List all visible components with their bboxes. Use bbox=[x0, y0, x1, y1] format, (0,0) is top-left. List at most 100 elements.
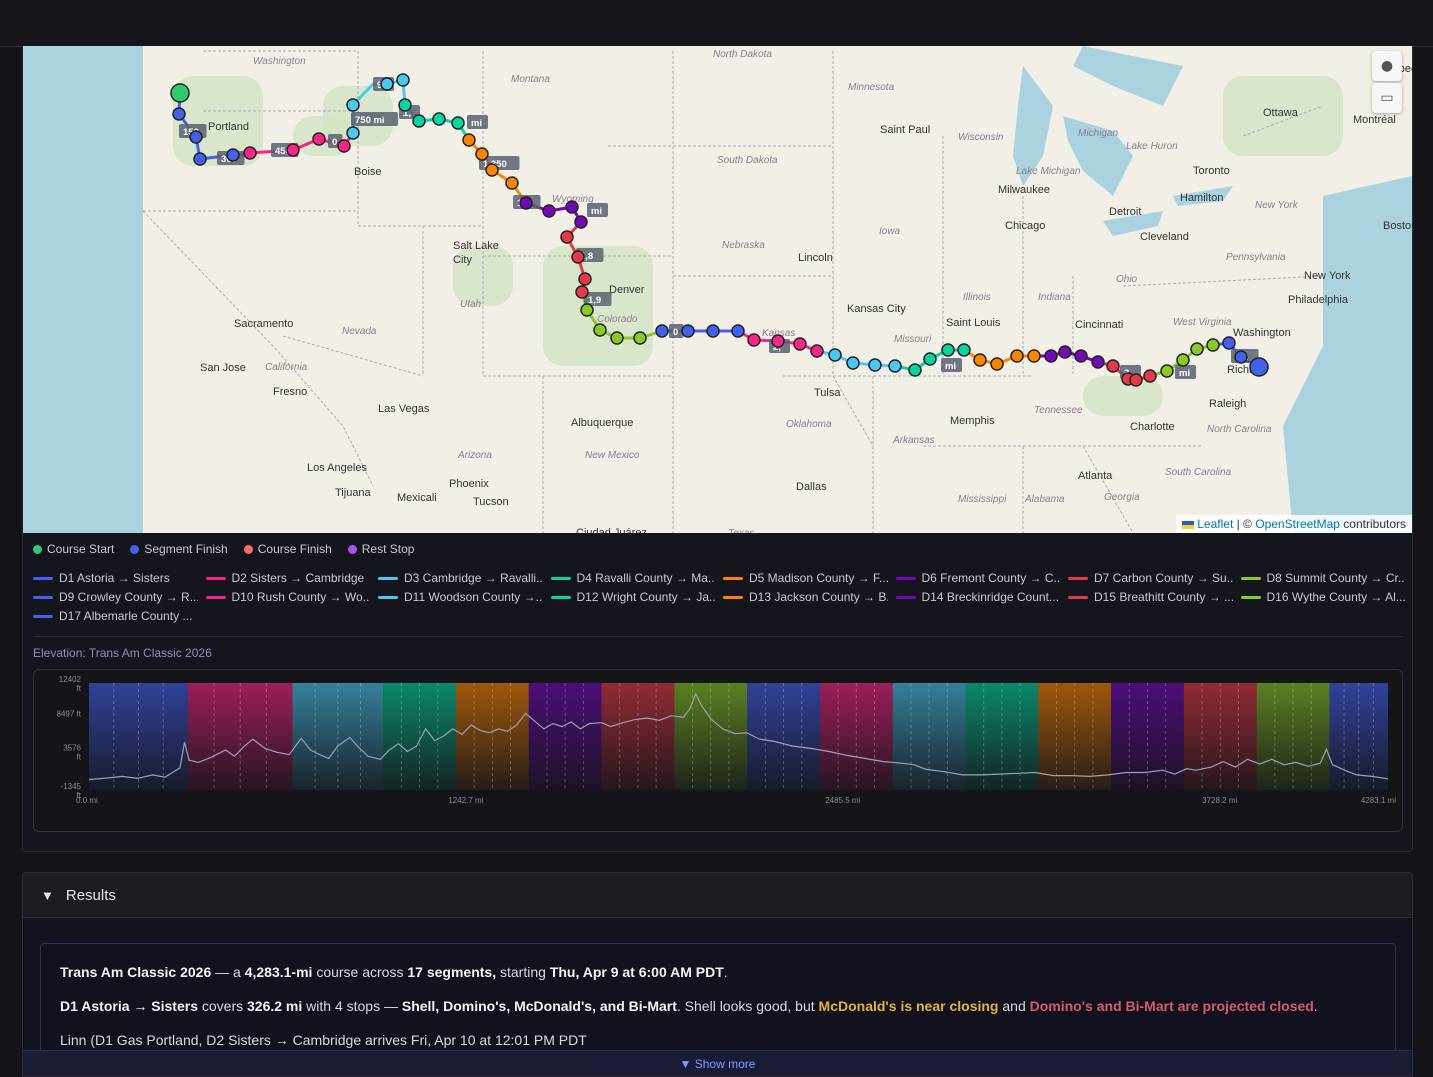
stop-marker[interactable] bbox=[1027, 349, 1041, 363]
elevation-segment-band[interactable] bbox=[187, 683, 293, 790]
stop-marker[interactable] bbox=[380, 77, 394, 91]
leaflet-link[interactable]: Leaflet bbox=[1197, 517, 1234, 531]
segment-legend-item[interactable]: D1 Astoria → Sisters bbox=[33, 571, 198, 585]
stop-marker[interactable] bbox=[731, 324, 745, 338]
stop-marker[interactable] bbox=[593, 323, 607, 337]
stop-marker[interactable] bbox=[810, 344, 824, 358]
stop-marker[interactable] bbox=[1106, 359, 1120, 373]
stop-marker[interactable] bbox=[1044, 349, 1058, 363]
stop-marker[interactable] bbox=[346, 98, 360, 112]
elevation-segment-band[interactable] bbox=[1329, 683, 1388, 790]
stop-marker[interactable] bbox=[574, 215, 588, 229]
elevation-segment-band[interactable] bbox=[292, 683, 384, 790]
stop-marker[interactable] bbox=[1234, 350, 1248, 364]
stop-marker[interactable] bbox=[337, 139, 351, 153]
stop-marker[interactable] bbox=[346, 126, 360, 140]
elevation-segment-band[interactable] bbox=[89, 683, 188, 790]
segment-legend-item[interactable]: D4 Ravalli County → Ma... bbox=[550, 571, 715, 585]
elevation-segment-band[interactable] bbox=[892, 683, 966, 790]
segment-legend-item[interactable]: D7 Carbon County → Su... bbox=[1068, 571, 1233, 585]
stop-marker[interactable] bbox=[957, 343, 971, 357]
stop-marker[interactable] bbox=[846, 356, 860, 370]
elevation-segment-band[interactable] bbox=[674, 683, 748, 790]
segment-legend-item[interactable]: D5 Madison County → F... bbox=[723, 571, 888, 585]
stop-marker[interactable] bbox=[747, 333, 761, 347]
osm-link[interactable]: OpenStreetMap bbox=[1255, 517, 1340, 531]
stop-marker[interactable] bbox=[462, 133, 476, 147]
stop-marker[interactable] bbox=[519, 196, 533, 210]
segment-legend-item[interactable]: D16 Wythe County → Al... bbox=[1240, 590, 1405, 604]
stop-marker[interactable] bbox=[1160, 364, 1174, 378]
stop-marker[interactable] bbox=[475, 147, 489, 161]
course-endpoint-marker[interactable] bbox=[1249, 357, 1269, 377]
segment-legend-item[interactable]: D11 Woodson County →... bbox=[378, 590, 543, 604]
elevation-segment-band[interactable] bbox=[601, 683, 675, 790]
segment-legend-item[interactable]: D6 Fremont County → C... bbox=[895, 571, 1060, 585]
stop-marker[interactable] bbox=[398, 98, 412, 112]
stop-marker[interactable] bbox=[973, 353, 987, 367]
stop-marker[interactable] bbox=[193, 152, 207, 166]
stop-marker[interactable] bbox=[888, 359, 902, 373]
segment-legend-item[interactable]: D15 Breathitt County → ... bbox=[1068, 590, 1233, 604]
stop-marker[interactable] bbox=[1058, 345, 1072, 359]
stop-marker[interactable] bbox=[1010, 349, 1024, 363]
segment-legend-item[interactable]: D2 Sisters → Cambridge bbox=[205, 571, 371, 585]
segment-legend-item[interactable]: D9 Crowley County → R... bbox=[33, 590, 198, 604]
segment-legend-item[interactable]: D3 Cambridge → Ravalli... bbox=[378, 571, 543, 585]
segment-legend-item[interactable]: D8 Summit County → Cr... bbox=[1240, 571, 1405, 585]
stop-marker[interactable] bbox=[1176, 353, 1190, 367]
stop-marker[interactable] bbox=[1206, 338, 1220, 352]
stop-marker[interactable] bbox=[243, 146, 257, 160]
stop-marker[interactable] bbox=[189, 130, 203, 144]
segment-legend-item[interactable]: D10 Rush County → Wo... bbox=[205, 590, 370, 604]
segment-legend-item[interactable]: D12 Wright County → Ja... bbox=[550, 590, 715, 604]
stop-marker[interactable] bbox=[793, 337, 807, 351]
stop-marker[interactable] bbox=[432, 112, 446, 126]
stop-marker[interactable] bbox=[580, 303, 594, 317]
stop-marker[interactable] bbox=[610, 331, 624, 345]
collapse-triangle-icon[interactable]: ▼ bbox=[41, 888, 54, 903]
elevation-segment-band[interactable] bbox=[747, 683, 820, 790]
stop-marker[interactable] bbox=[542, 204, 556, 218]
stop-marker[interactable] bbox=[505, 176, 519, 190]
stop-marker[interactable] bbox=[655, 324, 669, 338]
elevation-chart[interactable]: 12402 ft 8497 ft 3576 ft -1345 ft 0.0 mi 1242.7 … bbox=[33, 669, 1403, 832]
elevation-segment-band[interactable] bbox=[1038, 683, 1112, 790]
stop-marker[interactable] bbox=[908, 363, 922, 377]
elevation-segment-band[interactable] bbox=[528, 683, 602, 790]
segment-legend-item[interactable]: D13 Jackson County → B... bbox=[723, 590, 888, 604]
stop-marker[interactable] bbox=[1143, 369, 1157, 383]
elevation-segment-band[interactable] bbox=[819, 683, 893, 790]
stop-marker[interactable] bbox=[172, 107, 186, 121]
map-layer-icon[interactable]: ● bbox=[1372, 51, 1402, 81]
stop-marker[interactable] bbox=[312, 132, 326, 146]
elevation-segment-band[interactable] bbox=[455, 683, 529, 790]
elevation-segment-band[interactable] bbox=[1256, 683, 1330, 790]
stop-marker[interactable] bbox=[771, 334, 785, 348]
stop-marker[interactable] bbox=[1074, 349, 1088, 363]
stop-marker[interactable] bbox=[575, 285, 589, 299]
stop-marker[interactable] bbox=[1190, 342, 1204, 356]
stop-marker[interactable] bbox=[578, 272, 592, 286]
stop-marker[interactable] bbox=[828, 348, 842, 362]
stop-marker[interactable] bbox=[412, 114, 426, 128]
stop-marker[interactable] bbox=[706, 324, 720, 338]
stop-marker[interactable] bbox=[1091, 355, 1105, 369]
stop-marker[interactable] bbox=[990, 357, 1004, 371]
segment-legend-item[interactable]: D14 Breckinridge Count... bbox=[895, 590, 1061, 604]
stop-marker[interactable] bbox=[451, 116, 465, 130]
show-more-button[interactable]: ▼ Show more bbox=[23, 1050, 1412, 1076]
stop-marker[interactable] bbox=[565, 200, 579, 214]
stop-marker[interactable] bbox=[286, 143, 300, 157]
stop-marker[interactable] bbox=[560, 230, 574, 244]
elevation-segment-band[interactable] bbox=[1183, 683, 1257, 790]
course-endpoint-marker[interactable] bbox=[170, 83, 190, 103]
stop-marker[interactable] bbox=[396, 73, 410, 87]
stop-marker[interactable] bbox=[923, 352, 937, 366]
stop-marker[interactable] bbox=[941, 343, 955, 357]
stop-marker[interactable] bbox=[868, 358, 882, 372]
stop-marker[interactable] bbox=[681, 324, 695, 338]
